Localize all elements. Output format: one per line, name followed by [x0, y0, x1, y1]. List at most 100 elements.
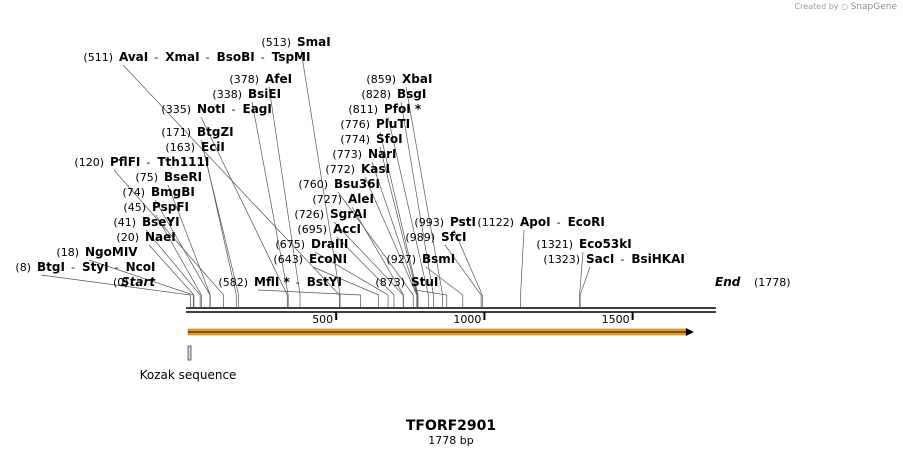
enzyme-name[interactable]: TspMI [272, 50, 311, 64]
enzyme-name[interactable]: Eco53kI [579, 237, 632, 251]
site-leader [425, 266, 464, 307]
enzyme-name[interactable]: BseRI [164, 170, 202, 184]
enzyme-name[interactable]: DraIII [311, 237, 348, 251]
start-position: (0) [113, 276, 129, 289]
enzyme-name[interactable]: XmaI [165, 50, 199, 64]
enzyme-name[interactable]: AleI [348, 192, 374, 206]
site-position: (511) [83, 51, 113, 64]
enzyme-name[interactable]: BmgBI [151, 185, 195, 199]
site-position: (335) [161, 103, 191, 116]
scale-tick-label: 1000 [453, 313, 481, 326]
site-position: (8) [15, 261, 31, 274]
enzyme-name[interactable]: EcoNI [309, 252, 347, 266]
site-leader [400, 101, 434, 307]
site-position: (695) [297, 223, 327, 236]
site-position: (927) [386, 253, 416, 266]
enzyme-name[interactable]: SfcI [441, 230, 466, 244]
site-name-separator: - [146, 156, 150, 169]
enzyme-name[interactable]: SacI [586, 252, 614, 266]
site-leader [88, 259, 194, 307]
enzyme-name[interactable]: BtgI [37, 260, 65, 274]
enzyme-name[interactable]: BsiEI [248, 87, 281, 101]
enzyme-name[interactable]: SmaI [297, 35, 331, 49]
enzyme-name[interactable]: PspFI [152, 200, 189, 214]
site-position: (811) [348, 103, 378, 116]
site-leader [167, 184, 211, 307]
enzyme-name[interactable]: BstYI [307, 275, 342, 289]
enzyme-name[interactable]: KasI [361, 162, 390, 176]
site-position: (1323) [543, 253, 580, 266]
enzyme-name[interactable]: BsiHKAI [631, 252, 685, 266]
end-position: (1778) [754, 276, 791, 289]
enzyme-name[interactable]: ApoI [520, 215, 551, 229]
site-leader [122, 64, 340, 307]
enzyme-name[interactable]: Tth111I [157, 155, 209, 169]
enzyme-name[interactable]: AfeI [265, 72, 292, 86]
scale-ticks: 500 1000 1500 [312, 312, 634, 326]
enzyme-name[interactable]: PstI [450, 215, 476, 229]
site-name-separator: - [71, 261, 75, 274]
enzyme-name[interactable]: MflI * [254, 275, 290, 289]
map-title: TFORF2901 [406, 418, 496, 434]
enzyme-name[interactable]: BseYI [142, 215, 180, 229]
enzyme-name[interactable]: AvaI [119, 50, 148, 64]
site-leader [579, 251, 584, 307]
site-position: (513) [261, 36, 291, 49]
site-position: (163) [165, 141, 195, 154]
enzyme-name[interactable]: PluTI [376, 117, 410, 131]
orf-arrow[interactable] [187, 328, 694, 336]
site-leader [314, 251, 389, 307]
map-length: 1778 bp [428, 434, 473, 447]
enzyme-name[interactable]: NcoI [126, 260, 156, 274]
enzyme-name[interactable]: StuI [411, 275, 438, 289]
enzyme-name[interactable]: BsgI [397, 87, 426, 101]
site-leader [579, 266, 591, 307]
site-leader [387, 116, 429, 307]
site-leader-lines [40, 49, 591, 307]
enzyme-name[interactable]: BsoBI [217, 50, 255, 64]
site-position: (773) [332, 148, 362, 161]
site-position: (18) [56, 246, 79, 259]
enzyme-name[interactable]: NaeI [145, 230, 176, 244]
site-leader [257, 289, 361, 307]
enzyme-name[interactable]: Bsu36I [334, 177, 380, 191]
enzyme-name[interactable]: EciI [201, 140, 225, 154]
site-leader [113, 169, 224, 307]
site-position: (1122) [477, 216, 514, 229]
enzyme-name[interactable]: EcoRI [568, 215, 605, 229]
site-leader [351, 206, 404, 307]
site-name-separator: - [557, 216, 561, 229]
kozak-feature-box[interactable] [187, 345, 192, 361]
start-label: Start [121, 275, 156, 289]
enzyme-name[interactable]: NarI [368, 147, 397, 161]
enzyme-name[interactable]: NgoMIV [85, 245, 138, 259]
enzyme-name[interactable]: PfoI * [384, 102, 422, 116]
enzyme-name[interactable]: SgrAI [330, 207, 367, 221]
enzyme-name[interactable]: StyI [82, 260, 109, 274]
snapgene-watermark: Created by ○ SnapGene [795, 2, 898, 12]
enzyme-name[interactable]: AccI [333, 222, 361, 236]
site-position: (726) [294, 208, 324, 221]
site-leader [148, 244, 195, 307]
enzyme-name[interactable]: NotI [197, 102, 226, 116]
site-position: (772) [325, 163, 355, 176]
site-position: (873) [375, 276, 405, 289]
site-name-separator: - [206, 51, 210, 64]
enzyme-name[interactable]: PflFI [110, 155, 140, 169]
site-leader [379, 131, 419, 307]
enzyme-name[interactable]: SfoI [376, 132, 403, 146]
site-leader [379, 146, 418, 307]
site-position: (760) [298, 178, 328, 191]
site-position: (378) [229, 73, 259, 86]
enzyme-name[interactable]: XbaI [402, 72, 432, 86]
site-name-separator: - [154, 51, 158, 64]
site-leader [336, 236, 395, 307]
enzyme-name[interactable]: BtgZI [197, 125, 234, 139]
site-leader [145, 229, 201, 307]
site-name-separator: - [232, 103, 236, 116]
site-leader [200, 116, 288, 307]
site-position: (774) [340, 133, 370, 146]
enzyme-name[interactable]: BsmI [422, 252, 455, 266]
enzyme-name[interactable]: EagI [243, 102, 272, 116]
